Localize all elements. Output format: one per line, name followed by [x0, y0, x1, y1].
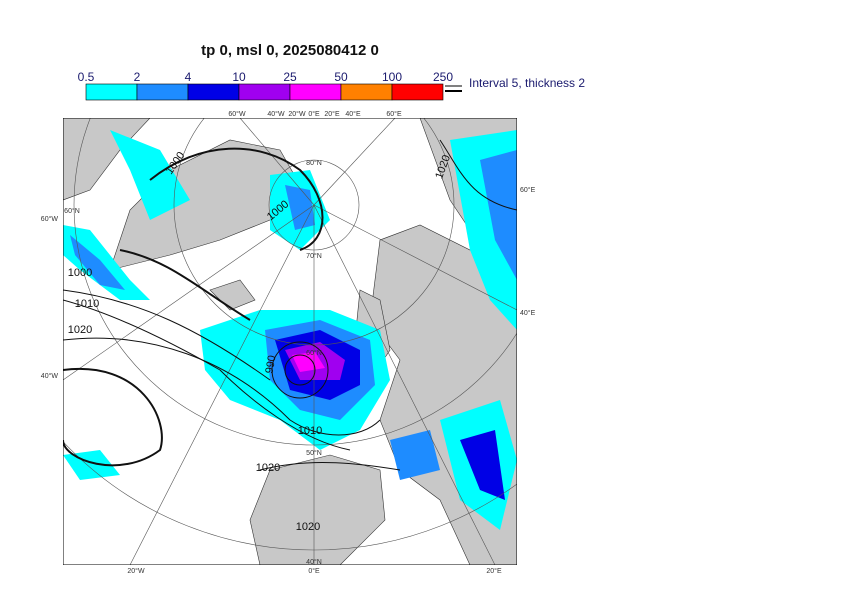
colorbar-label: 250 [433, 70, 453, 84]
colorbar-label: 10 [232, 70, 246, 84]
grid-label: 60°W [41, 215, 59, 223]
grid-label: 40°W [41, 372, 59, 380]
contour-label: 1010 [75, 298, 99, 310]
grid-label: 20°W [127, 567, 145, 575]
grid-label: 0°E [308, 567, 320, 575]
colorbar-segment [187, 83, 240, 101]
colorbar-segment [391, 83, 444, 101]
contour-label: 990 [264, 354, 279, 374]
grid-label: 60°E [386, 110, 402, 118]
grid-label: 60°E [520, 186, 536, 194]
colorbar-segment [85, 83, 138, 101]
grid-label: 40°W [267, 110, 285, 118]
grid-label: 50°N [306, 449, 322, 457]
contour-label: 1010 [298, 425, 322, 437]
grid-label: 20°W [288, 110, 306, 118]
legend-text: Interval 5, thickness 2 [469, 76, 585, 90]
colorbar-label: 100 [382, 70, 402, 84]
colorbar-label: 0.5 [78, 70, 95, 84]
grid-label: 60°N [306, 349, 322, 357]
grid-label: 80°N [306, 159, 322, 167]
grid-label: 60°W [228, 110, 246, 118]
grid-label: 40°E [520, 309, 536, 317]
grid-label: 70°N [306, 252, 322, 260]
colorbar: 0.5 2 4 10 25 50 100 250 [78, 70, 453, 101]
contour-label: 1020 [296, 521, 320, 533]
grid-label: 0°E [308, 110, 320, 118]
colorbar-label: 4 [185, 70, 192, 84]
colorbar-segment [238, 83, 291, 101]
contour-label: 1020 [256, 462, 280, 474]
map [63, 118, 517, 565]
grid-label: 60°N [64, 207, 80, 215]
graticule [63, 118, 517, 565]
colorbar-segment [340, 83, 393, 101]
colorbar-label: 50 [334, 70, 348, 84]
title: tp 0, msl 0, 2025080412 0 [201, 42, 379, 59]
contour-label: 1020 [68, 324, 92, 336]
grid-label: 20°E [324, 110, 340, 118]
colorbar-segment [136, 83, 189, 101]
contour-label: 1000 [68, 267, 92, 279]
grid-label: 20°E [486, 567, 502, 575]
isobars [63, 139, 517, 471]
precipitation [63, 130, 517, 530]
grid-label: 40°N [306, 558, 322, 566]
grid-label: 40°E [345, 110, 361, 118]
colorbar-label: 2 [134, 70, 141, 84]
colorbar-label: 25 [283, 70, 297, 84]
colorbar-segment [289, 83, 342, 101]
